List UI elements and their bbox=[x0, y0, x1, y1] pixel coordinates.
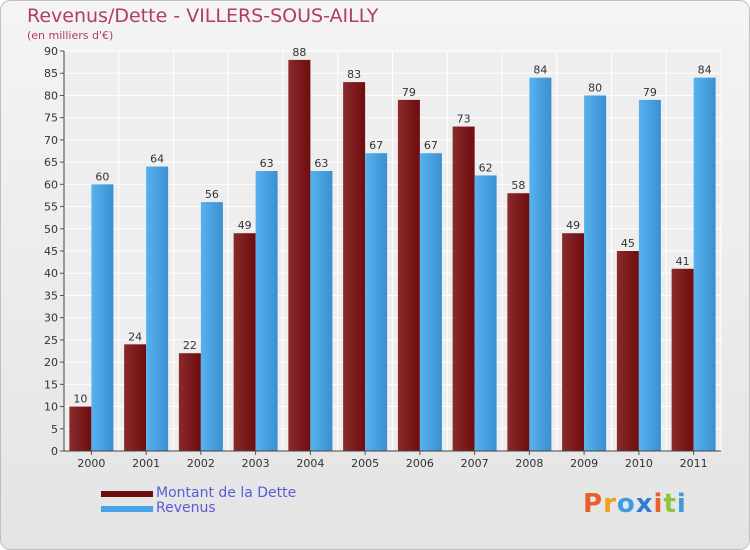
chart-subtitle: (en milliers d'€) bbox=[27, 29, 114, 42]
y-tick-label: 85 bbox=[44, 67, 58, 80]
legend-swatch-revenue bbox=[101, 506, 153, 512]
legend-label-debt: Montant de la Dette bbox=[156, 485, 297, 501]
bar-revenue bbox=[91, 184, 114, 452]
bar-debt bbox=[178, 353, 201, 451]
y-tick-label: 5 bbox=[51, 423, 58, 436]
data-label-revenue: 80 bbox=[588, 81, 602, 94]
data-label-debt: 88 bbox=[292, 46, 306, 59]
bar-debt bbox=[288, 59, 311, 452]
data-label-revenue: 84 bbox=[533, 64, 547, 77]
data-label-debt: 41 bbox=[676, 255, 690, 268]
bar-debt bbox=[397, 99, 420, 451]
bar-debt bbox=[671, 268, 694, 451]
data-label-revenue: 63 bbox=[260, 157, 274, 170]
data-label-debt: 49 bbox=[238, 219, 252, 232]
chart-title: Revenus/Dette - VILLERS-SOUS-AILLY bbox=[27, 5, 379, 27]
brand-letter: o bbox=[616, 489, 636, 519]
x-tick-label: 2008 bbox=[515, 457, 543, 470]
bar-revenue bbox=[419, 153, 442, 451]
data-label-revenue: 56 bbox=[205, 188, 219, 201]
data-label-revenue: 67 bbox=[424, 139, 438, 152]
x-tick-label: 2006 bbox=[406, 457, 434, 470]
x-tick-label: 2002 bbox=[187, 457, 215, 470]
x-tick-label: 2007 bbox=[461, 457, 489, 470]
data-label-debt: 73 bbox=[457, 113, 471, 126]
data-label-debt: 83 bbox=[347, 68, 361, 81]
x-tick-label: 2000 bbox=[77, 457, 105, 470]
brand-letter: P bbox=[583, 489, 604, 519]
data-label-revenue: 79 bbox=[643, 86, 657, 99]
y-tick-label: 10 bbox=[44, 401, 58, 414]
data-label-debt: 10 bbox=[73, 393, 87, 406]
y-tick-label: 20 bbox=[44, 356, 58, 369]
y-tick-label: 90 bbox=[44, 45, 58, 58]
y-tick-label: 65 bbox=[44, 156, 58, 169]
y-tick-label: 15 bbox=[44, 378, 58, 391]
data-label-debt: 22 bbox=[183, 339, 197, 352]
data-label-revenue: 63 bbox=[314, 157, 328, 170]
x-tick-label: 2003 bbox=[242, 457, 270, 470]
y-tick-label: 75 bbox=[44, 112, 58, 125]
data-label-revenue: 62 bbox=[479, 161, 493, 174]
y-tick-label: 25 bbox=[44, 334, 58, 347]
bar-revenue bbox=[584, 95, 607, 451]
bar-debt bbox=[562, 233, 585, 451]
y-tick-label: 70 bbox=[44, 134, 58, 147]
bar-debt bbox=[616, 251, 639, 451]
bar-debt bbox=[69, 406, 92, 451]
brand-logo: Proxiti bbox=[583, 489, 687, 519]
bar-debt bbox=[124, 344, 147, 451]
data-label-debt: 45 bbox=[621, 237, 635, 250]
x-tick-label: 2010 bbox=[625, 457, 653, 470]
x-tick-label: 2001 bbox=[132, 457, 160, 470]
brand-letter: i bbox=[653, 489, 664, 519]
y-tick-label: 0 bbox=[51, 445, 58, 458]
brand-letter: i bbox=[676, 489, 687, 519]
data-label-revenue: 60 bbox=[95, 170, 109, 183]
data-label-debt: 49 bbox=[566, 219, 580, 232]
bar-debt bbox=[233, 233, 256, 451]
y-tick-label: 80 bbox=[44, 89, 58, 102]
y-tick-label: 45 bbox=[44, 245, 58, 258]
data-label-revenue: 64 bbox=[150, 153, 164, 166]
y-tick-label: 35 bbox=[44, 289, 58, 302]
x-tick-label: 2005 bbox=[351, 457, 379, 470]
bar-revenue bbox=[693, 77, 716, 452]
y-tick-label: 30 bbox=[44, 312, 58, 325]
bar-revenue bbox=[200, 202, 223, 451]
bar-revenue bbox=[365, 153, 388, 451]
bar-debt bbox=[452, 126, 475, 452]
data-label-revenue: 84 bbox=[698, 64, 712, 77]
y-tick-label: 40 bbox=[44, 267, 58, 280]
brand-letter: x bbox=[635, 489, 654, 519]
brand-letter: r bbox=[603, 489, 617, 519]
y-tick-label: 60 bbox=[44, 178, 58, 191]
bar-revenue bbox=[529, 77, 552, 452]
y-tick-label: 50 bbox=[44, 223, 58, 236]
bar-revenue bbox=[146, 166, 169, 452]
data-label-revenue: 67 bbox=[369, 139, 383, 152]
bar-debt bbox=[343, 82, 366, 451]
bar-debt bbox=[507, 193, 530, 451]
data-label-debt: 58 bbox=[511, 179, 525, 192]
legend-swatch-debt bbox=[101, 491, 153, 497]
bar-revenue bbox=[255, 171, 278, 451]
data-label-debt: 24 bbox=[128, 330, 142, 343]
legend-label-revenue: Revenus bbox=[156, 500, 216, 516]
x-tick-label: 2011 bbox=[680, 457, 708, 470]
bar-revenue bbox=[310, 171, 333, 451]
bar-revenue bbox=[638, 99, 661, 451]
brand-letter: t bbox=[663, 489, 677, 519]
y-tick-label: 55 bbox=[44, 201, 58, 214]
x-tick-label: 2004 bbox=[296, 457, 324, 470]
x-tick-label: 2009 bbox=[570, 457, 598, 470]
bar-revenue bbox=[474, 175, 497, 451]
data-label-debt: 79 bbox=[402, 86, 416, 99]
